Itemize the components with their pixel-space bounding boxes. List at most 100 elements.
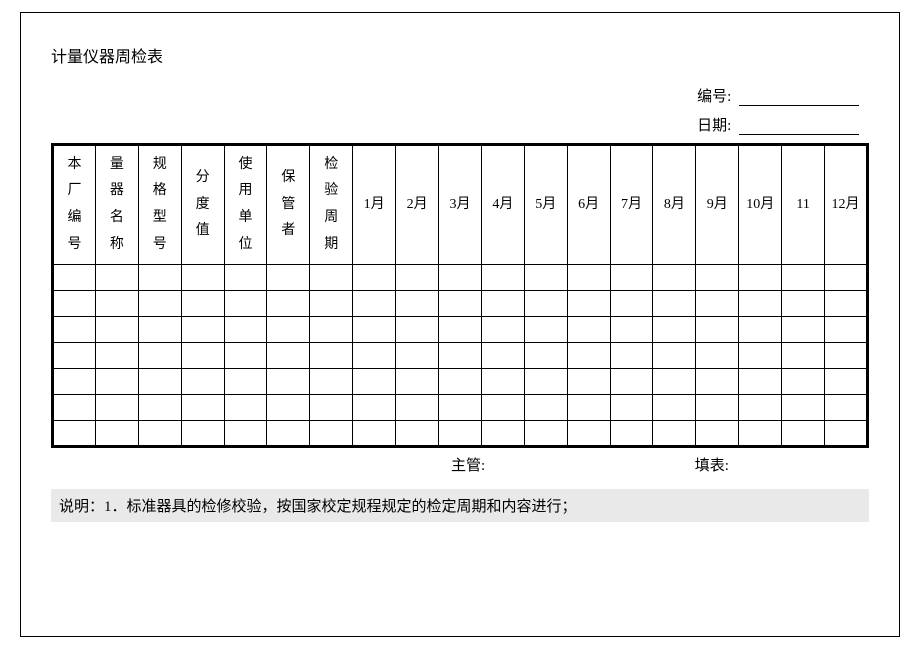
table-cell <box>439 421 482 447</box>
filler-label: 填表: <box>695 458 729 474</box>
table-cell <box>95 395 138 421</box>
table-cell <box>353 343 396 369</box>
table-cell <box>653 395 696 421</box>
table-cell <box>439 265 482 291</box>
table-row <box>53 421 868 447</box>
table-header-cell: 11 <box>782 145 825 265</box>
table-cell <box>825 265 868 291</box>
table-cell <box>739 395 782 421</box>
date-row: 日期: <box>51 114 869 135</box>
table-cell <box>310 317 353 343</box>
table-cell <box>95 265 138 291</box>
table-cell <box>739 265 782 291</box>
table-cell <box>267 343 310 369</box>
inspection-table: 本厂编号量器名称规格型号分度值使用单位保管者检验周期1月2月3月4月5月6月7月… <box>51 143 869 448</box>
table-cell <box>653 369 696 395</box>
table-cell <box>267 265 310 291</box>
table-header-cell: 分度值 <box>181 145 224 265</box>
table-cell <box>53 369 96 395</box>
table-cell <box>567 291 610 317</box>
table-cell <box>181 291 224 317</box>
table-cell <box>524 395 567 421</box>
supervisor-label: 主管: <box>451 458 485 474</box>
table-cell <box>53 291 96 317</box>
table-header-row: 本厂编号量器名称规格型号分度值使用单位保管者检验周期1月2月3月4月5月6月7月… <box>53 145 868 265</box>
table-cell <box>567 265 610 291</box>
table-cell <box>224 369 267 395</box>
table-cell <box>696 369 739 395</box>
table-cell <box>481 291 524 317</box>
table-cell <box>138 291 181 317</box>
table-cell <box>825 317 868 343</box>
table-cell <box>181 395 224 421</box>
table-cell <box>396 369 439 395</box>
table-cell <box>696 291 739 317</box>
serial-blank <box>739 90 859 107</box>
table-cell <box>95 421 138 447</box>
table-row <box>53 317 868 343</box>
table-cell <box>782 265 825 291</box>
table-cell <box>53 421 96 447</box>
table-cell <box>267 369 310 395</box>
table-cell <box>524 421 567 447</box>
table-cell <box>567 369 610 395</box>
table-row <box>53 291 868 317</box>
table-header-cell: 5月 <box>524 145 567 265</box>
table-cell <box>439 291 482 317</box>
table-header-cell: 10月 <box>739 145 782 265</box>
table-cell <box>138 265 181 291</box>
table-cell <box>181 343 224 369</box>
table-cell <box>138 369 181 395</box>
table-header-cell: 规格型号 <box>138 145 181 265</box>
table-cell <box>138 395 181 421</box>
table-cell <box>439 395 482 421</box>
footer-line: 主管: 填表: <box>51 454 869 475</box>
table-cell <box>439 317 482 343</box>
table-cell <box>696 343 739 369</box>
table-cell <box>224 265 267 291</box>
table-cell <box>224 291 267 317</box>
table-cell <box>224 395 267 421</box>
table-cell <box>653 421 696 447</box>
table-cell <box>396 291 439 317</box>
table-cell <box>353 265 396 291</box>
table-cell <box>138 317 181 343</box>
table-cell <box>481 395 524 421</box>
table-cell <box>310 421 353 447</box>
table-cell <box>825 395 868 421</box>
table-cell <box>267 317 310 343</box>
table-cell <box>53 395 96 421</box>
serial-label: 编号: <box>697 85 731 106</box>
table-cell <box>653 317 696 343</box>
table-cell <box>267 291 310 317</box>
table-cell <box>782 317 825 343</box>
table-cell <box>524 291 567 317</box>
table-header-cell: 6月 <box>567 145 610 265</box>
note-bar: 说明：1．标准器具的检修校验，按国家校定规程规定的检定周期和内容进行； <box>51 489 869 522</box>
table-cell <box>138 421 181 447</box>
table-cell <box>396 421 439 447</box>
table-cell <box>524 369 567 395</box>
table-cell <box>825 421 868 447</box>
table-cell <box>481 369 524 395</box>
table-cell <box>567 421 610 447</box>
table-cell <box>53 265 96 291</box>
table-cell <box>610 265 653 291</box>
table-cell <box>782 369 825 395</box>
table-cell <box>610 395 653 421</box>
table-cell <box>224 317 267 343</box>
table-cell <box>739 343 782 369</box>
table-header-cell: 4月 <box>481 145 524 265</box>
table-cell <box>396 317 439 343</box>
table-row <box>53 343 868 369</box>
table-cell <box>310 369 353 395</box>
table-cell <box>653 291 696 317</box>
table-cell <box>353 291 396 317</box>
table-cell <box>138 343 181 369</box>
table-cell <box>181 317 224 343</box>
table-header-cell: 检验周期 <box>310 145 353 265</box>
table-cell <box>353 317 396 343</box>
table-header-cell: 12月 <box>825 145 868 265</box>
table-header-cell: 保管者 <box>267 145 310 265</box>
table-cell <box>653 265 696 291</box>
